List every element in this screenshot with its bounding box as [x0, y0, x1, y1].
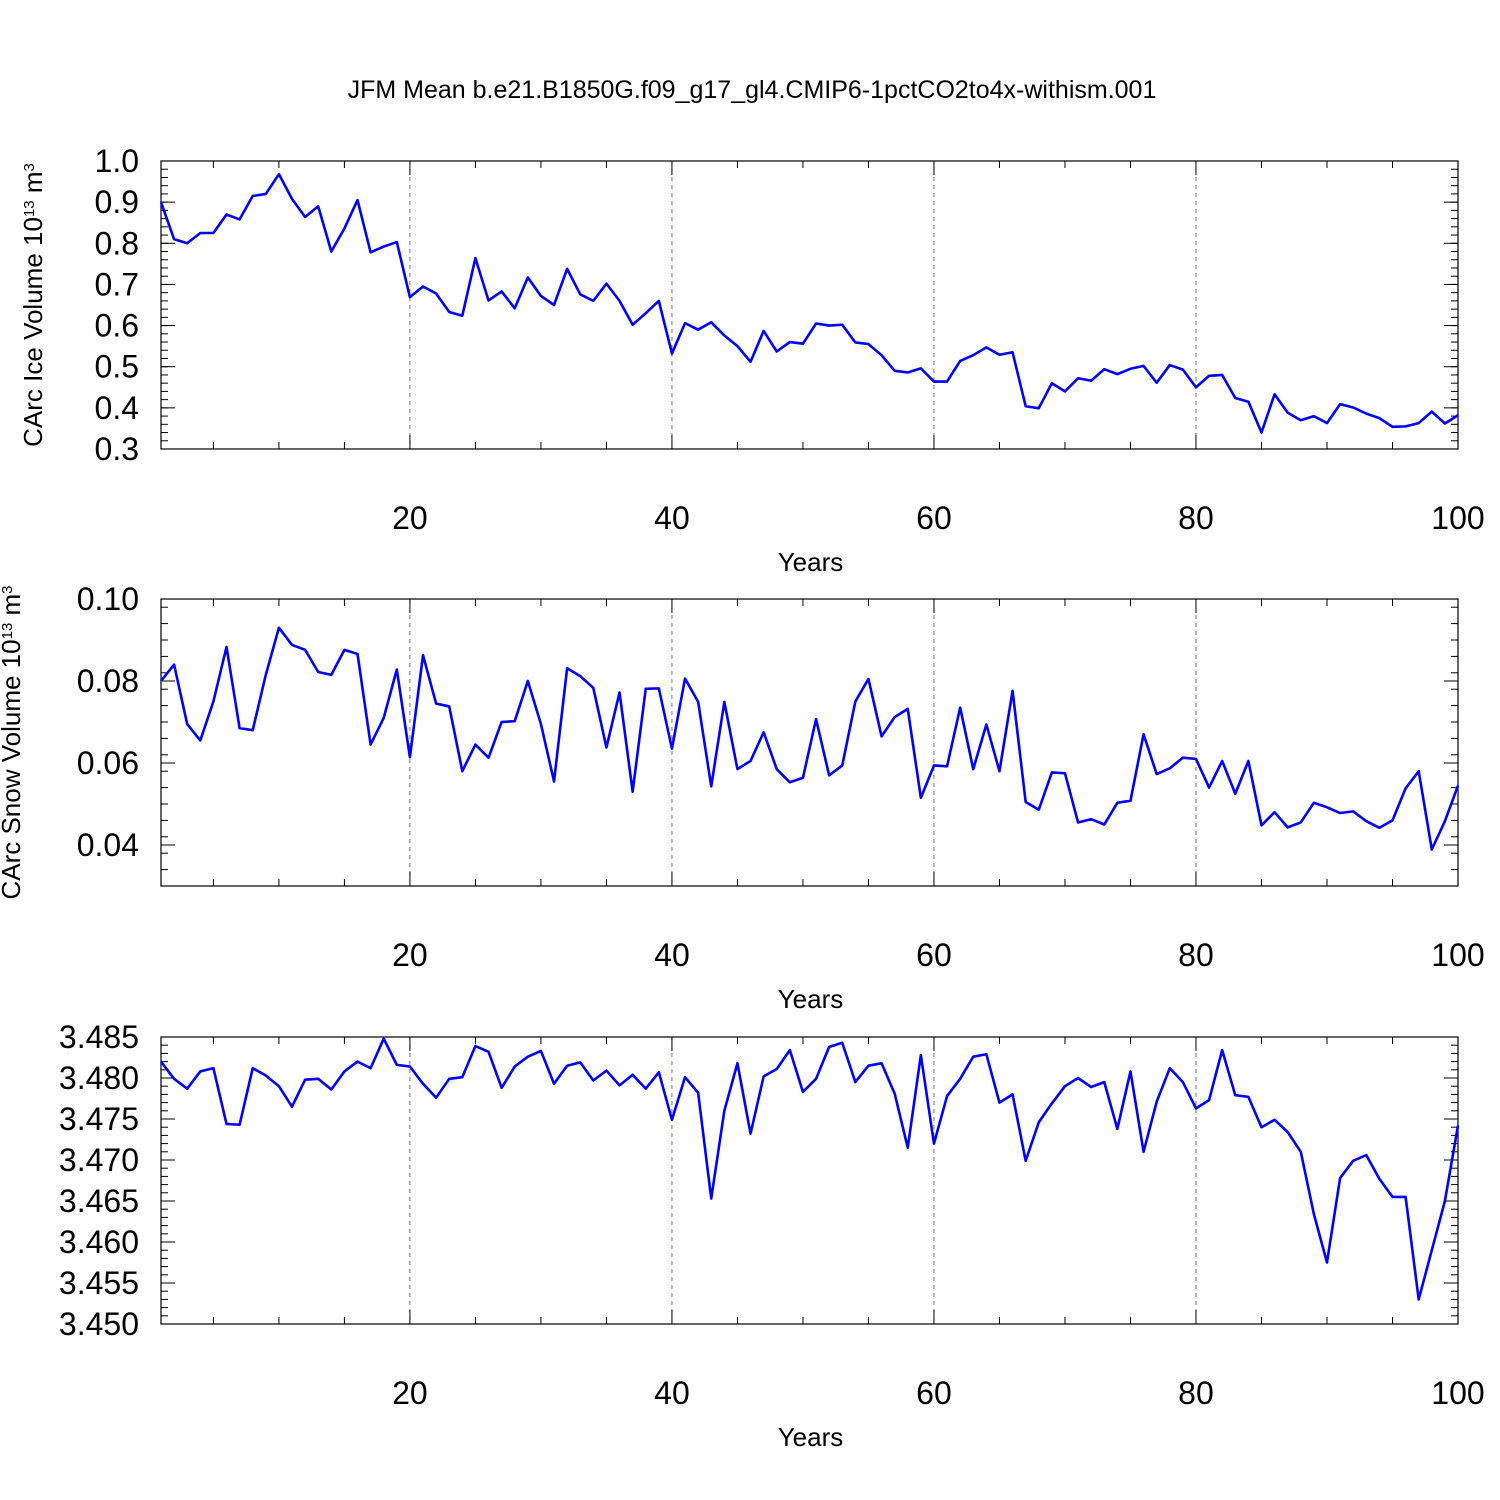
y-axis-label-ylabel-unit-exp: 3: [0, 585, 16, 593]
y-tick-label: 3.480: [59, 1060, 139, 1096]
y-axis-label: CArc Snow Volume 1013 m3: [0, 585, 26, 899]
panels: 20 40 60 80 100 0.3 0.4 0.5 0.6 0.7 0.8 0.9 1.0 Years…: [0, 143, 1485, 1452]
x-axis-label: Years: [778, 547, 844, 577]
y-tick-label: 0.10: [77, 581, 139, 617]
y-tick-label: 0.7: [95, 266, 139, 302]
y-axis-label-ylabel-exp: 13: [0, 623, 16, 640]
y-tick-label: 3.455: [59, 1265, 139, 1301]
y-tick-label: 3.470: [59, 1142, 139, 1178]
series-line-1: [159, 172, 1459, 434]
y-axis-label-ylabel-unit-exp: 3: [21, 163, 38, 171]
x-tick-label: 20: [392, 500, 428, 536]
y-axis-label: CArc Ice Volume 1013 m3: [18, 163, 48, 447]
y-tick-label: 0.4: [95, 390, 139, 426]
y-tick-label: 0.6: [95, 308, 139, 344]
panel-3: 20 40 60 80 100 3.450 3.455 3.460 3.465 3.470 3.47…: [59, 1019, 1485, 1452]
y-tick-label: 0.5: [95, 349, 139, 385]
y-tick-label: 0.06: [77, 745, 139, 781]
x-tick-label: 100: [1431, 500, 1484, 536]
y-axis-label-ylabel-unit: m: [0, 594, 26, 623]
plot-frame: [160, 160, 1459, 450]
y-axis-label-ylabel-unit: m: [18, 171, 48, 200]
x-axis-label: Years: [778, 1422, 844, 1452]
x-tick-label: 40: [654, 500, 690, 536]
y-tick-label: 3.485: [59, 1019, 139, 1055]
panel-1: 20 40 60 80 100 0.3 0.4 0.5 0.6 0.7 0.8 0.9 1.0 Years…: [18, 143, 1485, 577]
x-tick-label: 40: [654, 1375, 690, 1411]
x-tick-label: 40: [654, 937, 690, 973]
y-tick-label: 3.465: [59, 1183, 139, 1219]
y-axis-label-ylabel: CArc Ice Volume 10: [18, 217, 48, 447]
series-line-1: [159, 1037, 1460, 1301]
x-tick-label: 20: [392, 1375, 428, 1411]
y-tick-label: 3.460: [59, 1224, 139, 1260]
x-tick-label: 100: [1431, 1375, 1484, 1411]
x-axis-label: Years: [778, 984, 844, 1014]
y-axis-label-ylabel: CArc Snow Volume 10: [0, 639, 26, 899]
panel-2: 20 40 60 80 100 0.04 0.06 0.08 0.10 Years CArc Sno…: [0, 581, 1485, 1014]
x-tick-label: 60: [916, 500, 952, 536]
y-tick-label: 1.0: [95, 143, 139, 179]
plot-frame: [160, 598, 1459, 887]
y-tick-label: 0.04: [77, 827, 139, 863]
y-tick-label: 0.8: [95, 225, 139, 261]
y-tick-label: 0.9: [95, 184, 139, 220]
series-line-1: [159, 626, 1460, 851]
y-tick-label: 0.3: [95, 431, 139, 467]
x-tick-label: 60: [916, 937, 952, 973]
y-tick-label: 0.08: [77, 663, 139, 699]
x-tick-label: 60: [916, 1375, 952, 1411]
chart-title: JFM Mean b.e21.B1850G.f09_g17_gl4.CMIP6-…: [348, 76, 1157, 104]
y-tick-label: 3.450: [59, 1306, 139, 1342]
y-axis-label-ylabel-exp: 13: [21, 200, 38, 217]
x-tick-label: 80: [1178, 500, 1214, 536]
x-tick-label: 20: [392, 937, 428, 973]
y-tick-label: 3.475: [59, 1101, 139, 1137]
x-tick-label: 80: [1178, 1375, 1214, 1411]
x-tick-label: 80: [1178, 937, 1214, 973]
plot-frame: [160, 1036, 1459, 1325]
x-tick-label: 100: [1431, 937, 1484, 973]
